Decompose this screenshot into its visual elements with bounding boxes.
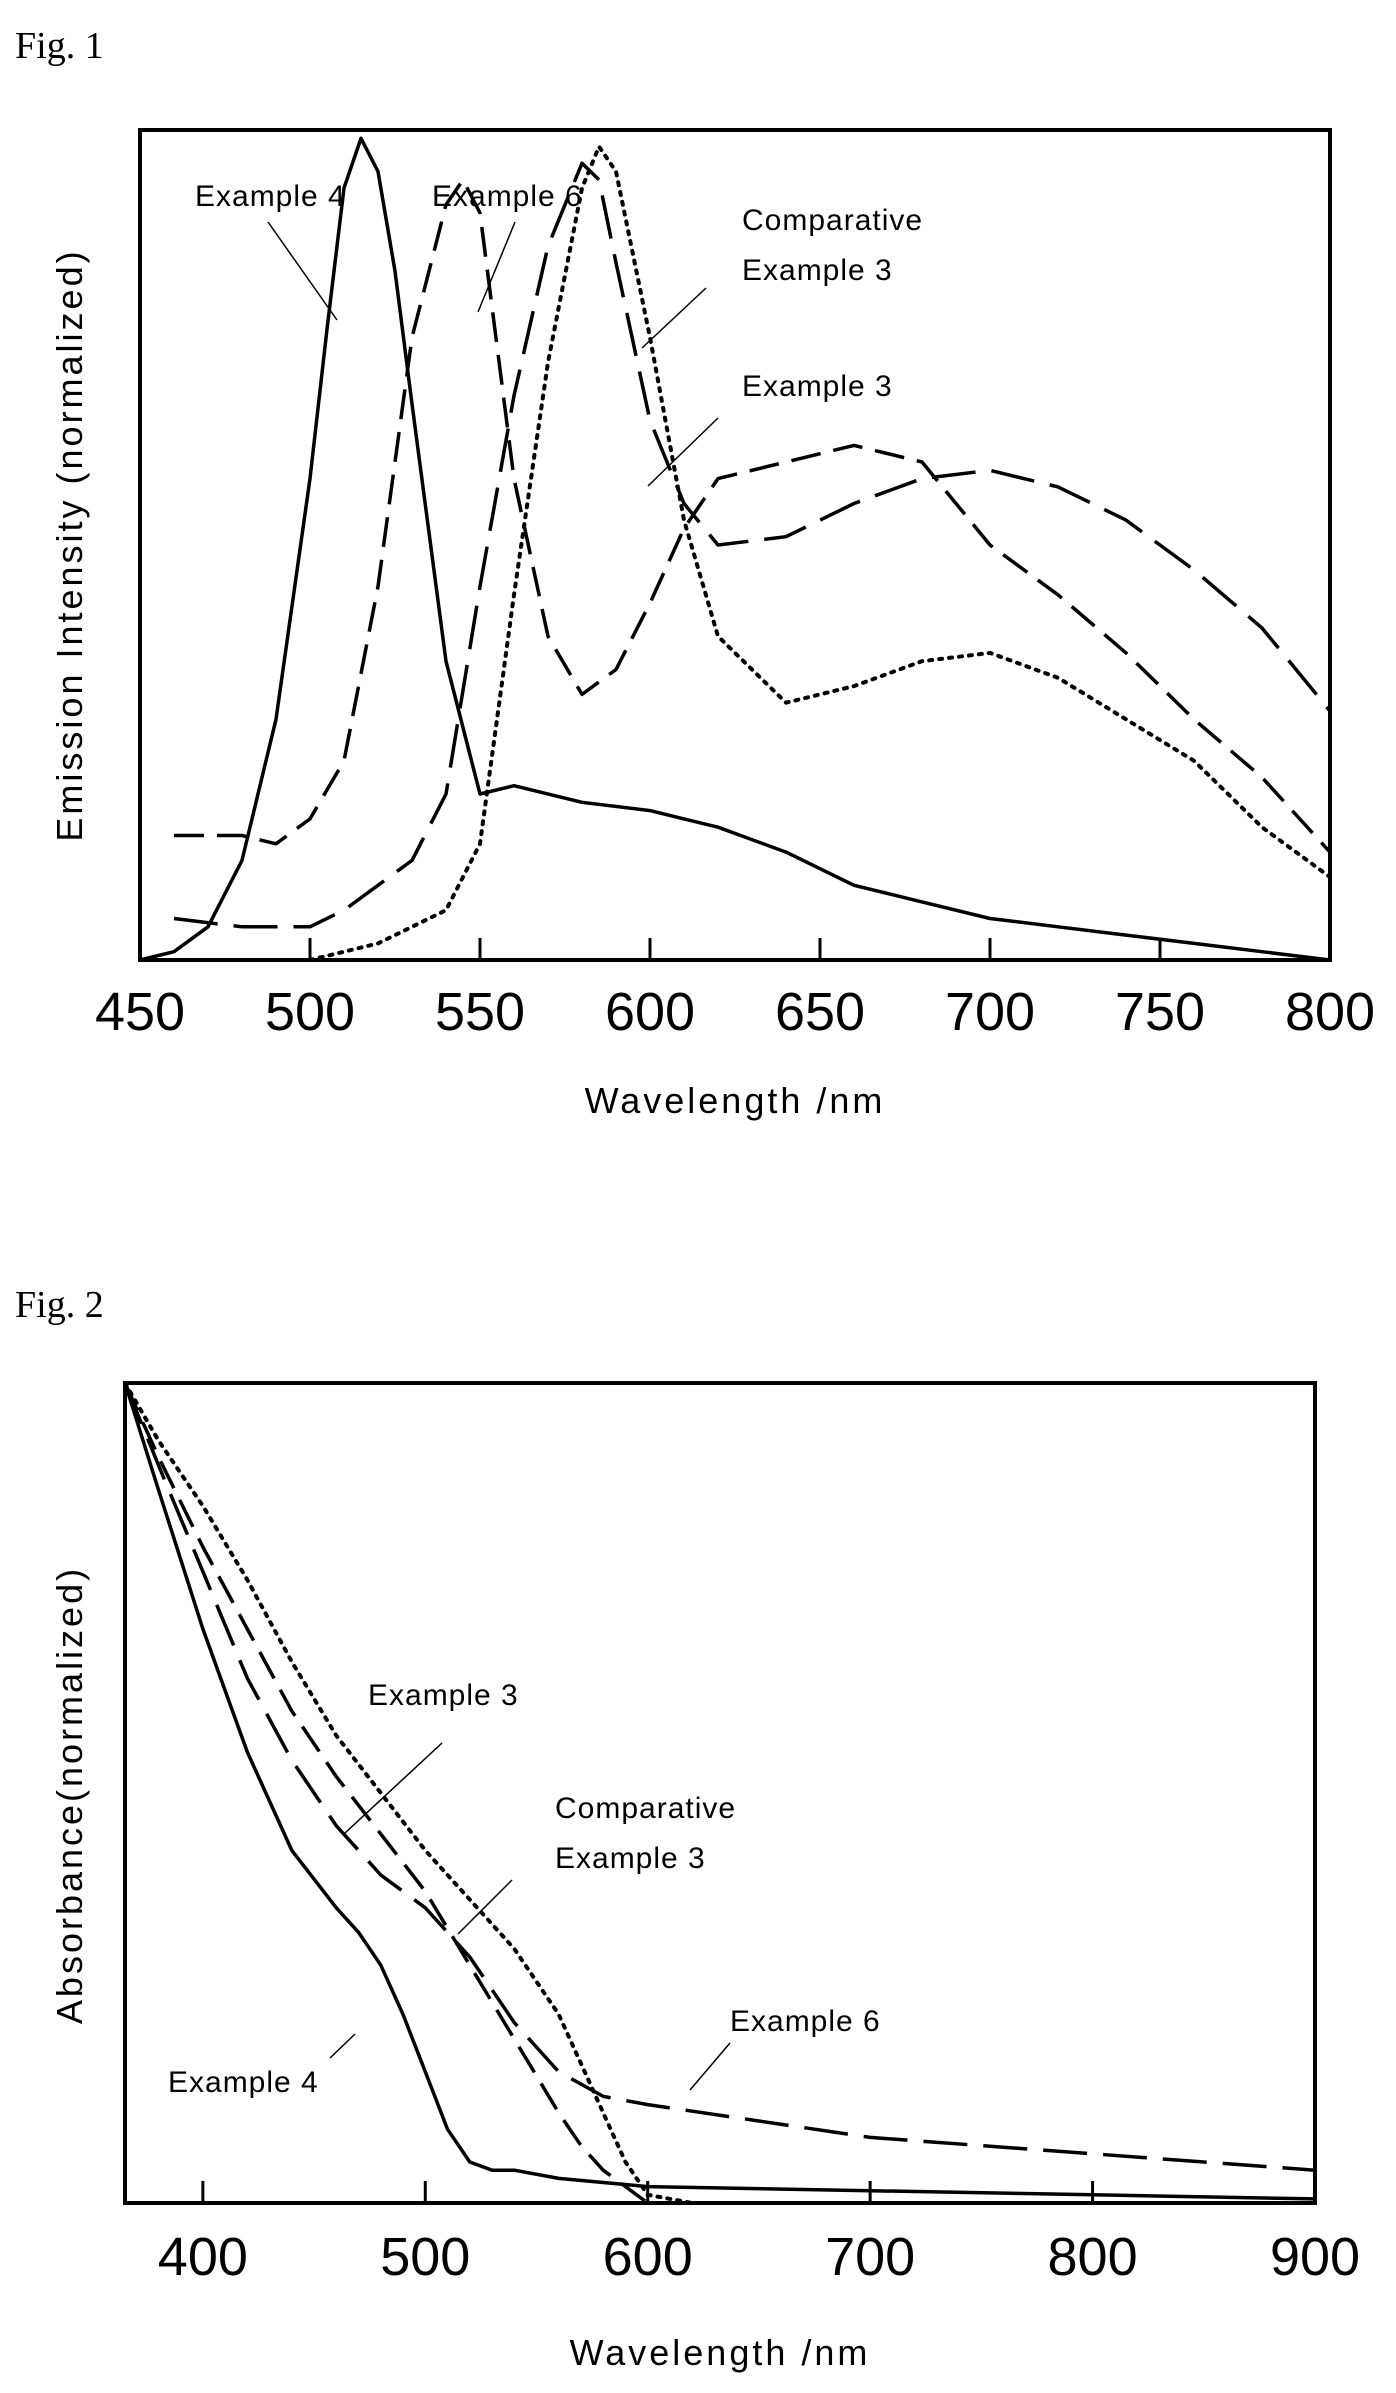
- chart-1-annotation-example-6: Example 6: [432, 180, 583, 213]
- chart-2-annotation-example-4: Example 4: [168, 2066, 319, 2099]
- chart-2-annotation-example-6: Example 6: [730, 2005, 881, 2038]
- chart-2-annotation-comparative-example-3: Example 3: [555, 1842, 706, 1875]
- chart-2-leader-example-6: [689, 2042, 731, 2091]
- chart-1-x-tick-label-500: 500: [265, 982, 355, 1042]
- chart-1-series: [138, 136, 1332, 962]
- chart-1-leader-comparative-example-3: [641, 287, 707, 349]
- chart-2: 400 500 600 700 800 900 Wavelength /nm Absorb…: [49, 1381, 1360, 2373]
- chart-1-x-tick-labels: 450 500 550 600 650 700 750 800: [95, 982, 1375, 1042]
- figure-2-label: Fig. 2: [15, 1284, 104, 1326]
- chart-2-x-tick-label-400: 400: [158, 2227, 248, 2287]
- chart-1-leader-example-6: [477, 221, 516, 313]
- chart-2-series-example-6: [123, 1382, 1316, 2172]
- chart-1-annotation-example-4: Example 4: [195, 180, 346, 213]
- chart-1-x-tick-label-450: 450: [95, 982, 185, 1042]
- chart-1-x-tick-label-550: 550: [435, 982, 525, 1042]
- chart-1-annotation-comparative-example-3: Example 3: [742, 254, 893, 287]
- chart-2-leader-comparative-example-3: [457, 1879, 513, 1935]
- chart-2-x-axis-title: Wavelength /nm: [570, 2332, 871, 2373]
- chart-1-x-tick-label-750: 750: [1115, 982, 1205, 1042]
- chart-2-series-comparative-example-3: [123, 1381, 761, 2205]
- chart-1-x-ticks: [138, 938, 1332, 960]
- chart-2-x-tick-label-900: 900: [1270, 2227, 1360, 2287]
- chart-1-x-tick-label-800: 800: [1285, 982, 1375, 1042]
- chart-2-leader-example-3: [344, 1742, 443, 1834]
- chart-1: 450 500 550 600 650 700 750 800 Wavelength /nm …: [49, 128, 1375, 1121]
- chart-1-x-tick-label-600: 600: [605, 982, 695, 1042]
- chart-1-annotation-example-3: Example 3: [742, 370, 893, 403]
- chart-2-leader-example-4: [329, 2033, 356, 2059]
- chart-1-leader-example-4: [267, 221, 338, 321]
- chart-1-series-comparative-example-3: [138, 144, 1332, 962]
- chart-1-annotation-comparative: Comparative: [742, 204, 923, 237]
- chart-2-x-tick-label-500: 500: [380, 2227, 470, 2287]
- chart-2-x-tick-label-800: 800: [1048, 2227, 1138, 2287]
- chart-1-x-axis-title: Wavelength /nm: [585, 1080, 886, 1121]
- chart-2-x-tick-label-700: 700: [825, 2227, 915, 2287]
- chart-2-annotation-example-3: Example 3: [368, 1679, 519, 1712]
- chart-1-series-example-3: [173, 161, 1332, 929]
- chart-1-leader-example-3: [647, 417, 719, 487]
- chart-2-annotation-comparative: Comparative: [555, 1792, 736, 1825]
- chart-1-y-axis-title: Emission Intensity (normalized): [49, 248, 90, 841]
- chart-1-x-tick-label-700: 700: [945, 982, 1035, 1042]
- chart-1-series-example-4: [139, 136, 1331, 962]
- chart-1-plot-frame: [138, 128, 1332, 962]
- chart-2-y-axis-title: Absorbance(normalized): [49, 1566, 90, 2024]
- figure-1-label: Fig. 1: [15, 25, 104, 67]
- chart-2-x-tick-label-600: 600: [603, 2227, 693, 2287]
- chart-2-series-example-3: [123, 1382, 1315, 2205]
- chart-2-x-ticks: [201, 2181, 1317, 2203]
- chart-1-series-example-6: [174, 178, 1332, 854]
- chart-1-x-tick-label-650: 650: [775, 982, 865, 1042]
- chart-2-series: [123, 1381, 1316, 2205]
- chart-2-x-tick-labels: 400 500 600 700 800 900: [158, 2227, 1360, 2287]
